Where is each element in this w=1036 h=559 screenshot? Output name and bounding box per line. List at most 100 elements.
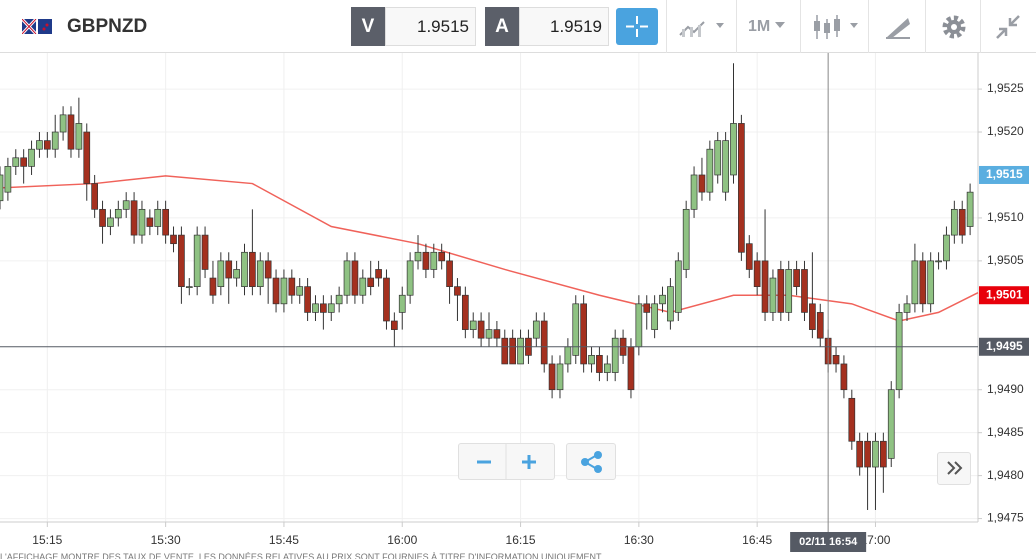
candle-body <box>698 174 706 193</box>
candle-body <box>256 260 264 287</box>
candle-body <box>99 208 106 227</box>
candle-body <box>249 251 256 287</box>
candle-body <box>83 131 91 184</box>
candle-body <box>59 114 67 133</box>
candle-body <box>572 303 580 356</box>
separator <box>980 0 981 53</box>
candle-body <box>20 157 28 167</box>
candle-body <box>690 174 698 210</box>
candle-body <box>461 294 469 330</box>
candle-body <box>4 166 12 193</box>
bid-label[interactable]: V <box>351 7 385 46</box>
timeframe-button[interactable]: 1M <box>748 18 771 35</box>
moving-average <box>0 175 979 322</box>
candle-body <box>454 286 461 296</box>
candle-body <box>185 286 193 288</box>
candle-body <box>548 363 556 391</box>
price-marker-label: 1,9501 <box>986 287 1023 301</box>
candle-body <box>864 440 871 468</box>
candle-body <box>327 303 335 313</box>
candle-body <box>588 355 595 365</box>
candle-body <box>122 200 130 210</box>
x-tick-label: 16:45 <box>742 533 772 547</box>
candle-body <box>643 303 651 313</box>
candle-body <box>225 260 233 279</box>
candle-body <box>351 260 359 296</box>
candle-body <box>880 440 887 468</box>
price-marker-label: 1,9495 <box>986 339 1023 353</box>
x-tick-label: 15:30 <box>151 533 181 547</box>
x-tick-label: 17:00 <box>860 533 890 547</box>
candle-body <box>477 320 485 339</box>
candle-body <box>919 260 927 305</box>
candle-body <box>966 191 974 227</box>
candle-body <box>391 320 398 330</box>
candle-body <box>856 440 864 468</box>
candle-body <box>398 294 406 313</box>
candle-body <box>627 346 635 391</box>
candle-body <box>146 217 154 227</box>
price-marker <box>979 165 1029 184</box>
candle-body <box>288 277 296 296</box>
separator <box>800 0 801 53</box>
zoom-icons <box>477 444 536 479</box>
candle-body <box>532 320 540 339</box>
candle-body <box>162 208 169 236</box>
crosshair-button[interactable] <box>616 8 658 45</box>
drawing-tools-button[interactable] <box>884 14 912 40</box>
x-tick-label: 15:15 <box>32 533 62 547</box>
candle-body <box>674 260 682 313</box>
candle-body <box>580 303 587 365</box>
candle-body <box>320 303 327 313</box>
collapse-button[interactable] <box>995 14 1021 40</box>
price-marker <box>979 286 1029 305</box>
candle-body <box>296 286 304 296</box>
candle-body <box>753 260 761 287</box>
candle-body <box>493 329 501 339</box>
candle-body <box>75 123 83 150</box>
price-marker <box>979 337 1029 356</box>
ask-label[interactable]: A <box>485 7 519 46</box>
candle-body <box>170 234 177 245</box>
candle-body <box>107 217 114 227</box>
scroll-right-button[interactable] <box>937 452 971 485</box>
candle-body <box>801 269 808 313</box>
candle-body <box>730 123 737 176</box>
chart-type-button[interactable] <box>678 15 728 39</box>
candle-body <box>903 303 911 313</box>
symbol[interactable]: GBPNZD <box>67 16 148 37</box>
candle-body <box>635 303 643 348</box>
candle-body <box>422 251 430 270</box>
flag-icon <box>22 19 52 34</box>
candle-body <box>911 260 919 305</box>
candle-body <box>430 251 438 270</box>
candle-body <box>887 389 895 459</box>
candle-body <box>816 312 824 339</box>
candle-body <box>438 251 446 262</box>
candle-body <box>469 320 477 330</box>
bid-price[interactable]: 1.9515 <box>385 7 476 46</box>
settings-button[interactable] <box>941 14 967 40</box>
candle-body <box>935 260 942 263</box>
separator <box>666 0 667 53</box>
x-tick-label: 16:30 <box>624 533 654 547</box>
candle-body <box>43 140 51 150</box>
candle-body <box>335 294 343 305</box>
candle-body <box>501 337 509 365</box>
candle-style-button[interactable] <box>812 13 862 41</box>
share-button[interactable] <box>566 443 616 480</box>
dropdown-arrow <box>775 22 785 28</box>
share-icon <box>581 451 602 473</box>
candle-body <box>130 200 138 236</box>
candle-body <box>359 277 367 296</box>
candle-body <box>682 208 690 270</box>
candle-body <box>367 277 375 287</box>
candle-body <box>217 260 225 287</box>
separator <box>736 0 737 53</box>
candle-body <box>611 337 619 373</box>
ask-price[interactable]: 1.9519 <box>519 7 609 46</box>
candle-body <box>872 440 879 468</box>
y-tick-label: 1,9480 <box>987 468 1024 482</box>
candle-body <box>414 251 422 262</box>
candle-body <box>0 174 4 202</box>
